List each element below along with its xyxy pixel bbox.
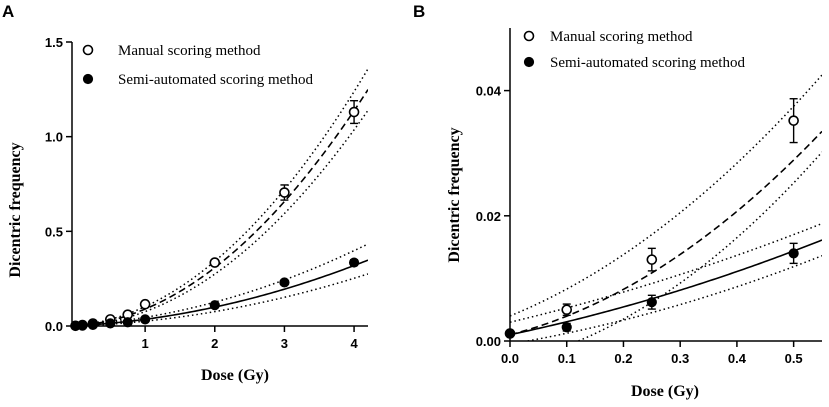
fit-line-manual-b (510, 130, 822, 336)
legend-a: Manual scoring method Semi-automated sco… (82, 43, 313, 88)
ticks-b: 0.0 0.1 0.2 0.3 0.4 0.5 0.00 0.02 0.04 (476, 84, 803, 366)
legend-label-manual-a: Manual scoring method (118, 43, 261, 59)
y-tick-label-a: 1.0 (45, 130, 63, 145)
legend-marker-manual-b (523, 30, 535, 42)
x-tick-label-b: 0.1 (558, 351, 576, 366)
y-tick-label-b: 0.00 (476, 334, 501, 349)
legend-marker-semi-a (82, 73, 94, 85)
plot-area-a (70, 68, 368, 332)
data-point-semi-b (646, 297, 657, 308)
panel-b: B 0.0 0.1 0.2 0.3 0.4 0.5 0.00 0.02 0.04 Dose (G… (413, 2, 822, 400)
legend-label-semi-b: Semi-automated scoring method (550, 55, 745, 71)
x-tick-label-b: 0.5 (785, 351, 803, 366)
legend-label-semi-a: Semi-automated scoring method (118, 72, 313, 88)
x-tick-label-a: 3 (281, 336, 288, 351)
ci-lower-semi-b (523, 255, 822, 341)
x-tick-label-b: 0.4 (728, 351, 747, 366)
x-axis-title-a: Dose (Gy) (201, 367, 269, 384)
data-point-manual-a (348, 106, 360, 118)
data-point-manual-a (139, 298, 151, 310)
y-tick-label-a: 0.5 (45, 224, 63, 239)
data-point-semi-b (788, 248, 799, 259)
data-point-manual-b (561, 304, 573, 316)
data-point-semi-a (87, 319, 98, 330)
data-point-manual-a (209, 257, 221, 268)
ci-lower-manual-b (576, 151, 822, 341)
x-tick-label-b: 0.2 (614, 351, 632, 366)
data-point-semi-b (561, 322, 572, 333)
data-point-semi-a (279, 277, 290, 288)
data-point-semi-a (209, 300, 220, 311)
data-point-semi-a (140, 314, 151, 325)
data-point-manual-b (788, 115, 799, 126)
y-tick-label-b: 0.04 (476, 84, 502, 99)
y-tick-label-a: 1.5 (45, 35, 63, 50)
panel-label-b: B (413, 2, 425, 21)
fit-line-semi-b (510, 239, 822, 336)
x-tick-label-a: 2 (211, 336, 218, 351)
plot-area-b (504, 74, 822, 341)
y-tick-label-b: 0.02 (476, 209, 501, 224)
legend-marker-manual-a (82, 44, 94, 56)
x-axis-title-b: Dose (Gy) (631, 383, 699, 400)
x-tick-label-b: 0.3 (671, 351, 689, 366)
y-tick-label-a: 0.0 (45, 319, 63, 334)
legend-b: Manual scoring method Semi-automated sco… (523, 29, 745, 71)
x-tick-label-b: 0.0 (501, 351, 519, 366)
legend-label-manual-b: Manual scoring method (550, 29, 693, 45)
y-axis-title-a: Dicentric frequency (7, 142, 24, 277)
ticks-a: 1 2 3 4 0.0 0.5 1.0 1.5 (45, 35, 359, 351)
data-point-manual-b (646, 254, 658, 265)
y-axis-title-b: Dicentric frequency (446, 127, 463, 262)
fit-line-manual-a (75, 89, 368, 326)
ci-upper-semi-a (75, 243, 368, 326)
x-tick-label-a: 4 (350, 336, 358, 351)
panel-label-a: A (2, 2, 14, 21)
data-point-manual-a (279, 187, 290, 198)
ci-lower-manual-a (75, 109, 368, 326)
legend-marker-semi-b (523, 56, 535, 68)
panel-a: A 1 2 3 4 0.0 0.5 1.0 1.5 Dose (Gy) Dicentric f… (2, 2, 368, 384)
x-tick-label-a: 1 (142, 336, 149, 351)
ci-upper-manual-b (510, 74, 822, 317)
data-point-semi-a (348, 257, 360, 268)
